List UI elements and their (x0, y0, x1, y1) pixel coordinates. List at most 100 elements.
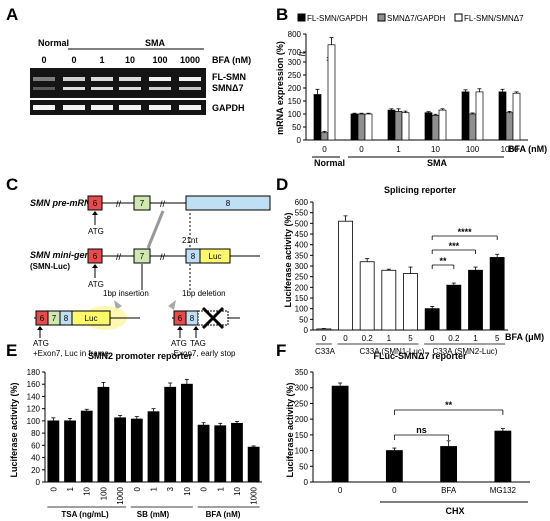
band-flsmn (91, 77, 113, 81)
band-label-smn7: SMNΔ7 (212, 83, 243, 93)
arrow-right-down (168, 300, 176, 310)
band-gapdh (33, 105, 55, 110)
lane-labels: 0 0 1 10 100 1000 (41, 55, 200, 65)
tag-arrowhead (193, 326, 199, 330)
b-bar (394, 111, 403, 141)
b-bars (313, 37, 521, 141)
e-xtick-label: 1 (66, 486, 75, 491)
d-xlabel: BFA (μM) (505, 332, 544, 342)
right-exon8-label: 8 (190, 314, 195, 323)
premrna-exon7 (133, 195, 151, 211)
band-gapdh (149, 105, 171, 110)
b-ytick-label: 0 (297, 136, 302, 145)
d-xtick-label: 0 (430, 334, 435, 343)
f-ytick-label: 0 (304, 478, 309, 487)
panel-f-letter: F (276, 341, 286, 360)
minigene-label: SMN mini-gene (30, 250, 95, 260)
band-label-gapdh: GAPDH (212, 103, 245, 113)
band-label-flsmn: FL-SMN (212, 72, 246, 82)
band-smn7 (179, 87, 201, 90)
f-ytick-label: 50 (299, 462, 308, 471)
b-group-normal: Normal (314, 158, 345, 168)
d-ytick-label: 350 (295, 251, 309, 260)
f-xtick-label: 0 (338, 486, 343, 495)
d-sig-label: ** (439, 256, 447, 266)
f-bar (385, 450, 403, 483)
d-ytick-label: 100 (295, 305, 309, 314)
premrna-label: SMN pre-mRNA (30, 198, 97, 208)
d-sig-label: *** (449, 241, 460, 251)
d-bar (359, 261, 375, 331)
d-ytick-label: 400 (295, 241, 309, 250)
e-xtick-label: 0 (133, 486, 142, 491)
e-xtick-label: 3 (166, 486, 175, 491)
e-bar (130, 418, 143, 483)
e-ytick-label: 100 (27, 417, 41, 426)
f-ytick-label: 200 (295, 415, 309, 424)
f-bar (494, 430, 512, 483)
d-ytick-label: 150 (295, 294, 309, 303)
lane-label: 1000 (180, 55, 200, 65)
band-smn7 (91, 87, 113, 90)
atg-label-2: ATG (88, 280, 104, 289)
f-xtick-label: BFA (441, 486, 457, 495)
right-exon6-label: 6 (178, 314, 183, 323)
d-xtick-label: 0 (343, 334, 348, 343)
panel-c-letter: C (6, 175, 18, 194)
nt21-label: 21nt (182, 236, 198, 245)
f-ytick-label: 300 (295, 384, 309, 393)
e-ytick-label: 120 (27, 405, 41, 414)
b-bar (357, 113, 366, 141)
d-bar (403, 273, 418, 331)
e-xtick-label: 1 (216, 486, 225, 491)
e-ytick-label: 60 (31, 441, 40, 450)
minigene-break-2: // (160, 252, 166, 262)
band-gapdh (179, 105, 201, 110)
tag-label: TAG (190, 339, 206, 348)
f-xtick-label: MG132 (490, 486, 517, 495)
right-atg-arrowhead (177, 326, 183, 330)
band-flsmn (149, 77, 171, 81)
e-bar (47, 420, 60, 483)
d-bars (316, 215, 505, 331)
b-bar (438, 109, 447, 141)
f-bars (331, 382, 512, 483)
panel-e-letter: E (6, 341, 17, 360)
left-exon6-label: 6 (40, 314, 45, 323)
e-ytick-label: 40 (31, 454, 40, 463)
e-group-sb: SB (mM) (137, 510, 170, 519)
atg-label-1: ATG (88, 227, 104, 236)
left-atg-arrowhead (37, 326, 43, 330)
band-smn7 (149, 87, 171, 90)
panel-a-letter: A (6, 5, 18, 24)
e-xtick-label: 1000 (250, 486, 259, 504)
b-ytick-label: 800 (288, 30, 302, 39)
d-ytick-label: 600 (295, 198, 309, 207)
f-title: FLuc-SMNΔ7 reporter (374, 351, 467, 361)
d-ytick-label: 450 (295, 230, 309, 239)
band-smn7 (63, 87, 85, 90)
e-group-bfa: BFA (nM) (206, 510, 241, 519)
e-ytick-label: 160 (27, 380, 41, 389)
b-bar (364, 113, 373, 141)
band-gapdh (63, 105, 85, 110)
b-xtick-label: 10 (431, 145, 440, 154)
panel-d: D Splicing reporter Luciferase activity … (276, 175, 544, 356)
panel-c: C SMN pre-mRNA // // 6 7 8 ATG SMN mini-… (6, 175, 271, 358)
legend-swatch-flsmn (297, 13, 306, 22)
e-xtick-label: 0 (200, 486, 209, 491)
b-ytick-label: 700 (288, 48, 302, 57)
e-ytick-label: 20 (31, 466, 40, 475)
d-title: Splicing reporter (384, 185, 457, 195)
d-xtick-label: 5 (495, 334, 500, 343)
e-title: SMN2 promoter reporter (88, 351, 193, 361)
b-xtick-label: 100 (466, 145, 480, 154)
premrna-exon6 (87, 195, 103, 211)
b-ytick-label: 100 (288, 110, 302, 119)
b-xtick-label: 0 (359, 145, 364, 154)
e-bars (47, 378, 260, 483)
minigene-exon8-label: 8 (191, 252, 196, 261)
e-ytick-label: 80 (31, 429, 40, 438)
